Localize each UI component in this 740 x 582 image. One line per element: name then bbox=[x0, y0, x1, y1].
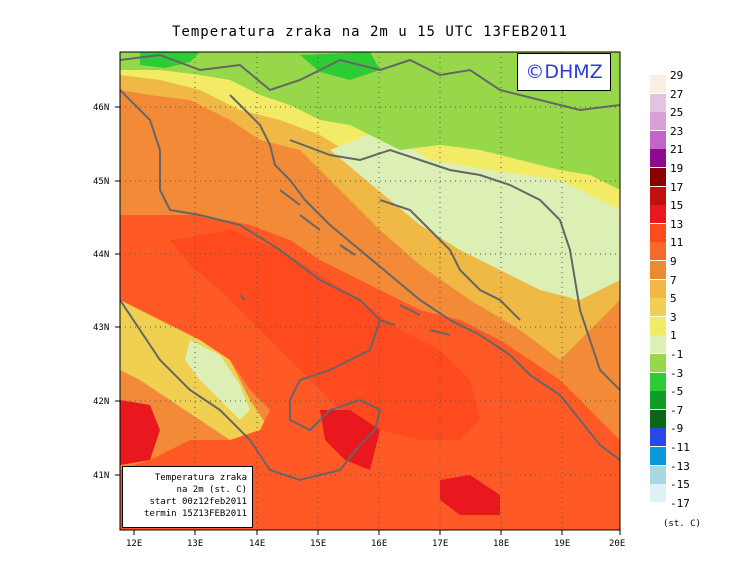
legend-swatch bbox=[650, 465, 666, 484]
country-border-interior bbox=[289, 139, 620, 391]
croatia-coastline bbox=[229, 94, 620, 461]
legend-swatch bbox=[650, 391, 666, 410]
lat-label: 43N bbox=[93, 323, 109, 333]
legend-swatch bbox=[650, 261, 666, 279]
legend-swatch bbox=[650, 93, 666, 112]
info-box: Temperatura zraka na 2m (st. C) start 00… bbox=[122, 466, 253, 528]
lon-label: 13E bbox=[187, 539, 203, 549]
info-line: Temperatura zraka bbox=[154, 473, 247, 483]
legend-label: 1 bbox=[670, 329, 677, 343]
lon-axis bbox=[133, 530, 621, 535]
country-border-north bbox=[120, 53, 620, 112]
legend-label: 9 bbox=[670, 255, 677, 268]
legend-label: 29 bbox=[670, 69, 684, 82]
italy-coastline bbox=[120, 89, 382, 482]
legend-label: -3 bbox=[670, 366, 684, 380]
legend-label: -11 bbox=[670, 441, 690, 454]
legend-label: 7 bbox=[670, 273, 677, 287]
legend-label: 15 bbox=[670, 199, 684, 213]
legend-label: 19 bbox=[670, 162, 684, 175]
info-line: termin 15Z13FEB2011 bbox=[144, 509, 247, 519]
legend-swatch bbox=[650, 242, 666, 261]
lat-axis bbox=[115, 106, 120, 476]
legend-swatch bbox=[650, 186, 666, 205]
legend-label: -7 bbox=[670, 403, 684, 417]
legend-swatch bbox=[650, 447, 666, 465]
temperature-field-adriatic-core bbox=[170, 230, 480, 440]
temperature-field-minus3-minus1 bbox=[140, 52, 380, 80]
legend-label: 11 bbox=[670, 236, 684, 250]
lon-label: 16E bbox=[371, 539, 387, 549]
legend-label: -1 bbox=[670, 348, 684, 361]
legend-swatch bbox=[650, 372, 666, 391]
legend-label: -17 bbox=[670, 496, 690, 510]
lat-label: 42N bbox=[93, 397, 109, 407]
info-line: na 2m (st. C) bbox=[176, 485, 247, 495]
legend-label: 5 bbox=[670, 292, 677, 306]
legend-swatch bbox=[650, 354, 666, 372]
temperature-field-13-15 bbox=[120, 400, 500, 515]
legend-label: 17 bbox=[670, 180, 684, 194]
legend-swatch bbox=[650, 335, 666, 354]
islands bbox=[239, 189, 451, 336]
legend-swatch bbox=[650, 149, 666, 168]
graticule bbox=[120, 52, 620, 530]
dhmz-credit-logo: ©DHMZ bbox=[517, 53, 611, 91]
legend-label: 27 bbox=[670, 87, 684, 101]
legend-swatch bbox=[650, 316, 666, 335]
legend-units: (st. C) bbox=[663, 519, 701, 529]
map-title: Temperatura zraka na 2m u 15 UTC 13FEB20… bbox=[171, 24, 568, 40]
legend-swatch bbox=[650, 112, 666, 131]
lon-label: 19E bbox=[554, 539, 570, 549]
lat-label: 41N bbox=[93, 471, 109, 481]
legend-swatch bbox=[650, 168, 666, 186]
lon-label: 17E bbox=[432, 539, 448, 549]
legend-swatch bbox=[650, 298, 666, 317]
lon-label: 20E bbox=[609, 539, 625, 549]
legend-label: 23 bbox=[670, 124, 684, 138]
legend-swatch bbox=[650, 279, 666, 298]
legend-swatch bbox=[650, 223, 666, 242]
temperature-field-italy-cool bbox=[185, 340, 250, 420]
temperature-field-1-3 bbox=[330, 130, 620, 300]
lon-label: 12E bbox=[126, 539, 142, 549]
coastlines bbox=[120, 53, 620, 482]
legend-label: -15 bbox=[670, 478, 690, 492]
lat-label: 44N bbox=[93, 250, 109, 260]
lon-label: 14E bbox=[249, 539, 265, 549]
legend-swatch bbox=[650, 205, 666, 224]
country-border-bosnia bbox=[379, 199, 521, 321]
legend-label: 25 bbox=[670, 106, 684, 120]
lat-label: 46N bbox=[93, 103, 109, 113]
lat-label: 45N bbox=[93, 177, 109, 187]
legend-swatch bbox=[650, 484, 666, 503]
lon-label: 18E bbox=[493, 539, 509, 549]
legend-swatch bbox=[650, 130, 666, 149]
legend-label: -13 bbox=[670, 459, 690, 473]
legend-swatch bbox=[650, 75, 666, 93]
legend-label: -5 bbox=[670, 385, 684, 399]
info-line: start 00z12feb2011 bbox=[149, 497, 247, 507]
legend-swatch bbox=[650, 409, 666, 428]
legend-label: 21 bbox=[670, 143, 684, 157]
legend-label: 13 bbox=[670, 217, 684, 231]
legend-swatch bbox=[650, 428, 666, 447]
legend-label: 3 bbox=[670, 310, 677, 324]
legend-label: -9 bbox=[670, 422, 684, 436]
map-frame bbox=[119, 51, 621, 531]
lon-label: 15E bbox=[310, 539, 326, 549]
